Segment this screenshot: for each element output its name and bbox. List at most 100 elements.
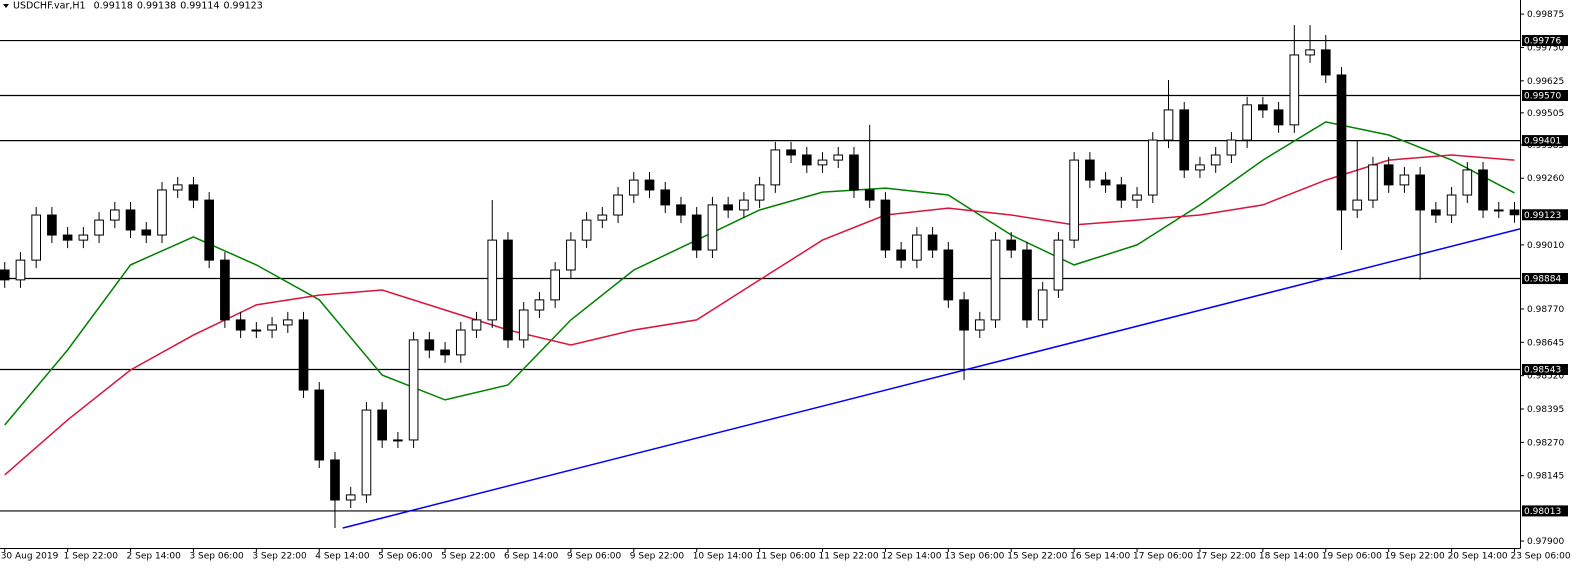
price-label-box (1522, 90, 1568, 102)
y-tick-label: 0.98395 (1527, 405, 1564, 415)
candle-body (0, 269, 10, 281)
y-tick-label: 0.97900 (1527, 537, 1564, 547)
candle-body (1132, 194, 1142, 201)
x-tick-label: 5 Sep 06:00 (378, 552, 433, 562)
candle-body (1352, 199, 1363, 211)
candle-body (566, 239, 576, 271)
x-tick-label: 20 Sep 14:00 (1448, 552, 1508, 562)
price-label: 0.98543 (1524, 366, 1561, 376)
candle-body (1320, 49, 1331, 76)
candle-body (1273, 109, 1284, 126)
candle-body (864, 189, 875, 201)
price-label-box (1522, 505, 1568, 517)
candle-body (1226, 139, 1237, 156)
candle-body (880, 199, 891, 251)
candle-body (990, 239, 1001, 321)
x-tick-label: 9 Sep 22:00 (630, 552, 685, 562)
candle-body (676, 204, 686, 216)
candle-body (1037, 289, 1048, 321)
x-tick-label: 3 Sep 22:00 (252, 552, 307, 562)
candle-body (31, 214, 41, 261)
candle-body (1493, 209, 1504, 212)
candle-body (518, 309, 529, 341)
candle-body (377, 409, 387, 441)
price-label: 0.99776 (1524, 37, 1561, 47)
x-tick-label: 17 Sep 22:00 (1196, 552, 1256, 562)
candle-body (471, 319, 482, 331)
candle-body (235, 319, 246, 331)
candle-body (298, 319, 309, 391)
candle-body (896, 249, 906, 261)
candle-body (786, 149, 796, 156)
candle-body (62, 234, 73, 241)
candle-body (1022, 249, 1032, 321)
price-label: 0.99123 (1524, 211, 1561, 221)
candle-body (849, 154, 859, 191)
candle-body (361, 409, 372, 496)
candle-body (157, 189, 167, 236)
y-tick-label: 0.99010 (1527, 241, 1564, 251)
candle-body (393, 439, 403, 442)
candle-body (801, 154, 812, 166)
candle-body (597, 214, 608, 221)
indicator-line (4, 154, 1515, 476)
x-tick-label: 16 Sep 14:00 (1070, 552, 1130, 562)
x-tick-label: 18 Sep 14:00 (1259, 552, 1319, 562)
y-tick-label: 0.99750 (1527, 43, 1564, 53)
candle-body (1100, 179, 1111, 186)
candle-body (1242, 104, 1252, 141)
candle-body (613, 194, 623, 216)
candle-body (78, 234, 89, 241)
candle-body (581, 219, 592, 241)
candle-body (94, 219, 104, 236)
x-tick-label: 30 Aug 2019 (1, 552, 59, 562)
axis-panel (0, 548, 1520, 572)
candle-body (912, 234, 922, 261)
candle-body (707, 204, 718, 251)
candle-body (1368, 164, 1378, 201)
candle-body (1431, 209, 1441, 216)
price-label: 0.99401 (1524, 137, 1561, 147)
candle-body (1069, 159, 1079, 241)
y-tick-label: 0.98645 (1527, 338, 1564, 348)
x-tick-label: 11 Sep 22:00 (819, 552, 879, 562)
price-label: 0.99570 (1524, 92, 1561, 102)
price-label-box (1522, 209, 1568, 221)
candle-body (1336, 74, 1347, 211)
menu-arrow[interactable] (3, 4, 9, 8)
x-tick-label: 15 Sep 22:00 (1007, 552, 1067, 562)
x-tick-label: 1 Sep 22:00 (64, 552, 119, 562)
candle-body (1509, 209, 1520, 216)
indicator-line (4, 121, 1515, 426)
candle-body (1305, 49, 1315, 56)
candle-body (314, 389, 325, 461)
candle-body (1258, 104, 1268, 111)
price-label-box (1522, 35, 1568, 47)
candle-body (833, 154, 844, 161)
header-value: 0.99114 (180, 1, 219, 12)
candle-body (628, 179, 639, 196)
x-tick-label: 13 Sep 06:00 (944, 552, 1004, 562)
candle-body (503, 239, 513, 341)
candle-body (1163, 109, 1174, 141)
x-tick-label: 19 Sep 06:00 (1322, 552, 1382, 562)
candle-body (1116, 184, 1127, 201)
y-tick-label: 0.98770 (1527, 305, 1564, 315)
x-tick-label: 23 Sep 06:00 (1510, 552, 1570, 562)
price-label-box (1522, 135, 1568, 147)
candle-body (204, 199, 214, 261)
candle-body (691, 214, 702, 251)
y-tick-label: 0.99260 (1527, 174, 1564, 184)
candle-body (974, 319, 985, 331)
candle-body (125, 209, 136, 231)
x-tick-label: 2 Sep 14:00 (127, 552, 182, 562)
candle-body (644, 179, 655, 191)
price-label: 0.98884 (1524, 275, 1561, 285)
candle-body (1210, 154, 1221, 166)
indicator-line (342, 228, 1521, 529)
chart-title: USDCHF.var,H1 (13, 1, 86, 12)
header-value: 0.99123 (223, 1, 262, 12)
